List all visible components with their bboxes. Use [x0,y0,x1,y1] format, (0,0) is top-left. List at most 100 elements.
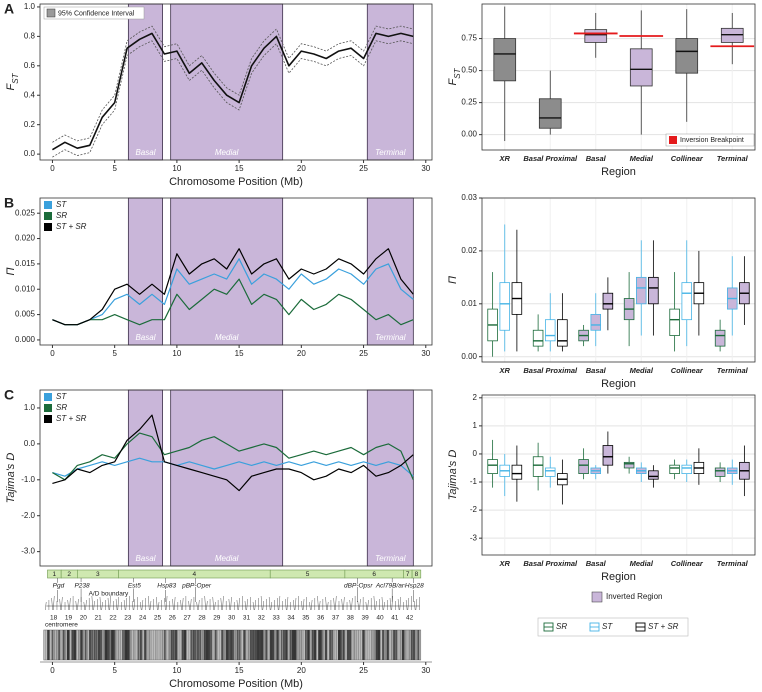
box [578,459,589,474]
box [635,276,647,305]
x-axis-label: Region [601,166,636,178]
chromosome-band [67,630,70,660]
band-number: 42 [406,615,414,622]
ruler-tick [294,597,297,611]
band-number: 27 [184,615,192,622]
chromosome-band [315,630,317,660]
chromosome-band [366,630,368,660]
band-number: 18 [50,615,58,622]
legend-label: ST [56,200,67,209]
gene-label: Pgd [53,583,65,590]
y-tick-label: 0.75 [461,34,477,43]
chromosome-band [274,630,276,660]
chromosome-band [91,630,94,660]
band-number: 34 [287,615,295,622]
ruler-tick [85,599,87,611]
chromosome-band [373,630,375,660]
chromosome-band [236,630,239,660]
band-number: 38 [347,615,355,622]
ruler-tick [373,595,376,611]
chromosome-band [44,630,46,660]
chromosome-band [388,630,390,660]
chromosome-band [172,630,175,660]
box [714,467,726,477]
x-axis-label: Chromosome Position (Mb) [169,176,303,188]
category-label: Basal [586,559,607,568]
legend-box [665,133,755,147]
chromosome-band [170,630,173,660]
chromosome-band [410,630,413,660]
chromosome-band [344,630,346,660]
band-number: 28 [198,615,206,622]
series-line [52,248,414,326]
y-axis-label-main: Π [447,276,459,284]
ruler-tick [293,599,295,611]
chromosome-band [47,630,50,660]
chromosome-band [53,630,56,660]
chromosome-band [313,630,317,660]
ruler-tick [156,596,158,611]
x-tick-label: 0 [50,164,55,173]
chromosome-band [60,630,62,660]
ruler-tick [407,597,410,611]
x-tick-label: 20 [297,349,306,358]
chromosome-band [395,630,398,660]
x-tick-label: 15 [235,164,244,173]
box [584,29,608,43]
legend-label: ST [56,392,67,401]
chromosome-band [353,630,356,660]
ruler-tick [359,598,361,611]
y-axis-label-main: F [5,82,17,90]
plot-border [39,197,433,346]
chromosome-band [276,630,279,660]
ruler-tick [277,597,279,611]
ruler-tick [335,595,337,611]
chromosome-band [75,630,77,660]
chromosome-band [205,630,209,660]
gene-label: P238 [74,583,90,590]
chromosome-band [194,630,197,660]
region-shade [127,389,163,567]
x-tick-label: 5 [112,666,117,675]
chromosome-band [227,630,230,660]
chromosome-band [139,630,142,660]
box [487,459,498,474]
ruler-tick [278,595,281,611]
ruler-tick [125,597,127,611]
chromosome-band [285,630,288,660]
y-tick-label: 0.4 [24,90,36,99]
ruler-tick [109,595,111,611]
chromosome-band [181,630,184,660]
y-tick-label: 0.00 [461,130,477,139]
legend-label: ST [602,622,613,631]
chromosome-band [364,630,366,660]
box [544,467,556,477]
y-axis-label: FST [447,67,462,85]
division-label: 5 [306,571,310,578]
band-number: 33 [273,615,281,622]
chromosome-band [379,630,381,660]
chromosome-band [111,630,114,660]
y-tick-label: 0.0 [24,439,36,448]
chromosome-band [212,630,214,660]
box [544,319,556,342]
gene-label: Acl79B/amc [375,583,411,590]
chromosome-band [161,630,164,660]
chromosome-band [258,630,262,660]
band-number: 41 [391,615,399,622]
band-number: 40 [376,615,384,622]
y-axis-label: Π [447,276,459,284]
legend-label: SR [56,211,67,220]
box [493,38,517,82]
chromosome-band [122,630,124,660]
chromosome-band [241,630,243,660]
centromere-label: centromere [45,622,78,629]
chromosome-band [155,630,157,660]
y-axis-label-main: Π [5,267,17,275]
ruler-tick [286,596,289,611]
legend-swatch [669,136,677,144]
division [411,569,422,579]
chromosome-band [113,630,116,660]
plot-area [482,395,755,555]
chromosome-band [338,630,341,660]
